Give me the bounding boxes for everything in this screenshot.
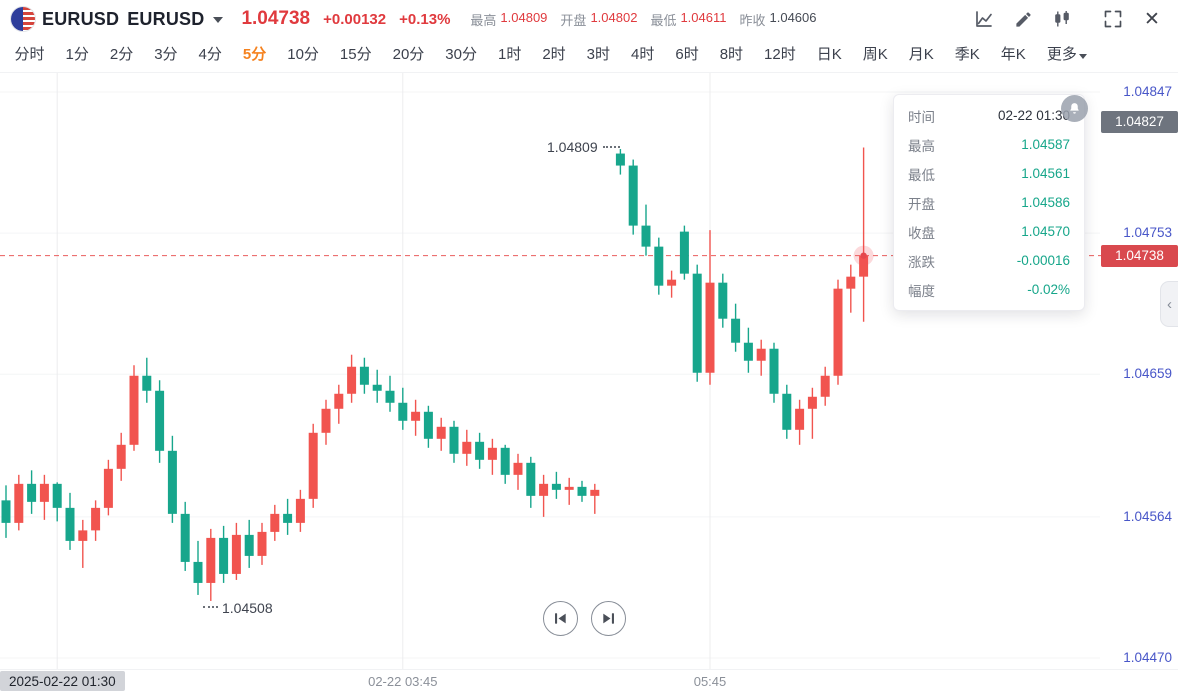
timeframe-tab-2时[interactable]: 2时 bbox=[542, 46, 566, 63]
hover-price-badge: 1.04827 bbox=[1101, 111, 1178, 134]
skip-previous-icon bbox=[555, 613, 566, 624]
timeframe-more-button[interactable]: 更多 bbox=[1036, 38, 1097, 72]
price-change-pct: +0.13% bbox=[399, 10, 451, 28]
price-change: +0.00132 bbox=[323, 10, 387, 28]
tooltip-row: 收盘 1.04570 bbox=[908, 224, 1070, 241]
timeframe-tab-30分[interactable]: 30分 bbox=[445, 46, 477, 63]
symbol-code: EURUSD bbox=[42, 8, 120, 29]
candlestick-canvas[interactable] bbox=[0, 73, 1178, 669]
header-stat: 开盘 1.04802 bbox=[560, 9, 638, 28]
time-axis: 2025-02-22 01:30 02-22 03:45 05:45 bbox=[0, 669, 1178, 694]
tooltip-row: 开盘 1.04586 bbox=[908, 195, 1070, 212]
header-stat: 最高 1.04809 bbox=[470, 9, 548, 28]
high-value: 1.04809 bbox=[547, 139, 598, 156]
header-stat: 最低 1.04611 bbox=[650, 9, 727, 28]
session-high-label: 1.04809 bbox=[547, 139, 620, 155]
timeframe-tab-3分[interactable]: 3分 bbox=[154, 46, 178, 63]
timeframe-tab-3时[interactable]: 3时 bbox=[586, 46, 611, 63]
collapse-panel-handle[interactable]: ‹ bbox=[1160, 281, 1178, 327]
chevron-left-icon: ‹ bbox=[1167, 295, 1172, 313]
timeframe-tab-4时[interactable]: 4时 bbox=[631, 46, 655, 63]
timeframe-tab-年K[interactable]: 年K bbox=[1000, 46, 1026, 63]
timeframe-tab-分时[interactable]: 分时 bbox=[14, 46, 45, 63]
timeframe-tab-8时[interactable]: 8时 bbox=[719, 46, 744, 63]
chart-style-icon[interactable] bbox=[972, 7, 996, 31]
skip-next-button[interactable] bbox=[591, 601, 626, 636]
timeframe-tab-2分[interactable]: 2分 bbox=[109, 46, 134, 63]
crosshair-time-badge: 2025-02-22 01:30 bbox=[0, 671, 125, 691]
timeframe-tab-月K[interactable]: 月K bbox=[908, 46, 934, 63]
draw-tool-icon[interactable] bbox=[1011, 7, 1035, 31]
timeframe-bar: 分时 1分 2分 3分 4分 5分 10分 15分 20分 30分 1时 2时 3时 4时 6时 8时 12时 日… bbox=[0, 38, 1178, 73]
symbol-name: EURUSD bbox=[127, 8, 205, 29]
time-axis-label: 05:45 bbox=[693, 674, 727, 689]
bell-icon[interactable] bbox=[1061, 95, 1088, 122]
tooltip-row: 涨跌 -0.00016 bbox=[908, 253, 1070, 270]
header-toolbar: ✕ bbox=[972, 7, 1168, 31]
tooltip-row: 时间 02-22 01:30 bbox=[908, 108, 1070, 125]
timeframe-tab-日K[interactable]: 日K bbox=[816, 46, 842, 63]
indicator-icon[interactable] bbox=[1050, 7, 1074, 31]
timeframe-tab-6时[interactable]: 6时 bbox=[675, 46, 699, 63]
tooltip-row: 最低 1.04561 bbox=[908, 166, 1070, 183]
dotted-connector bbox=[602, 146, 620, 149]
fullscreen-icon[interactable] bbox=[1101, 7, 1125, 31]
low-value: 1.04508 bbox=[222, 599, 273, 616]
tooltip-row: 最高 1.04587 bbox=[908, 137, 1070, 154]
timeframe-tab-周K[interactable]: 周K bbox=[862, 46, 888, 63]
timeframe-tab-5分[interactable]: 5分 bbox=[242, 46, 267, 63]
close-icon[interactable]: ✕ bbox=[1144, 8, 1160, 30]
timeframe-tab-15分[interactable]: 15分 bbox=[339, 46, 372, 63]
timeframe-tab-12时[interactable]: 12时 bbox=[764, 46, 796, 63]
timeframe-tab-季K[interactable]: 季K bbox=[954, 46, 980, 63]
eu-us-flag-icon bbox=[10, 6, 36, 32]
last-price: 1.04738 bbox=[241, 8, 311, 29]
time-axis-label: 02-22 03:45 bbox=[368, 674, 438, 689]
daily-stats: 最高 1.04809 开盘 1.04802 最低 1.04611 昨收 1.04606 bbox=[470, 10, 816, 29]
playback-controls bbox=[543, 601, 626, 636]
timeframe-tab-10分[interactable]: 10分 bbox=[287, 46, 319, 63]
timeframe-tab-4分[interactable]: 4分 bbox=[198, 46, 222, 63]
session-low-label: 1.04508 bbox=[203, 600, 273, 616]
tooltip-row: 幅度 -0.02% bbox=[908, 282, 1070, 299]
ohlc-tooltip: 时间 02-22 01:30 最高 1.04587 最低 1.04561 开盘 1.04586… bbox=[893, 94, 1085, 311]
current-price-badge: 1.04738 bbox=[1101, 244, 1178, 267]
skip-next-icon bbox=[603, 613, 614, 624]
chevron-down-icon[interactable] bbox=[213, 17, 224, 23]
timeframe-tab-1分[interactable]: 1分 bbox=[65, 46, 89, 63]
chart-area[interactable]: 1.04847 1.04753 1.04659 1.04564 1.04470 1.04… bbox=[0, 73, 1178, 669]
timeframe-tab-1时[interactable]: 1时 bbox=[497, 46, 522, 63]
skip-previous-button[interactable] bbox=[543, 601, 578, 636]
timeframe-tab-20分[interactable]: 20分 bbox=[392, 46, 425, 63]
chevron-down-icon bbox=[1078, 53, 1087, 59]
more-label: 更多 bbox=[1046, 46, 1077, 63]
header: EURUSD EURUSD 1.04738 +0.00132 +0.13% 最高… bbox=[0, 0, 1178, 38]
header-stat: 昨收 1.04606 bbox=[739, 9, 817, 28]
dotted-connector bbox=[203, 605, 218, 608]
